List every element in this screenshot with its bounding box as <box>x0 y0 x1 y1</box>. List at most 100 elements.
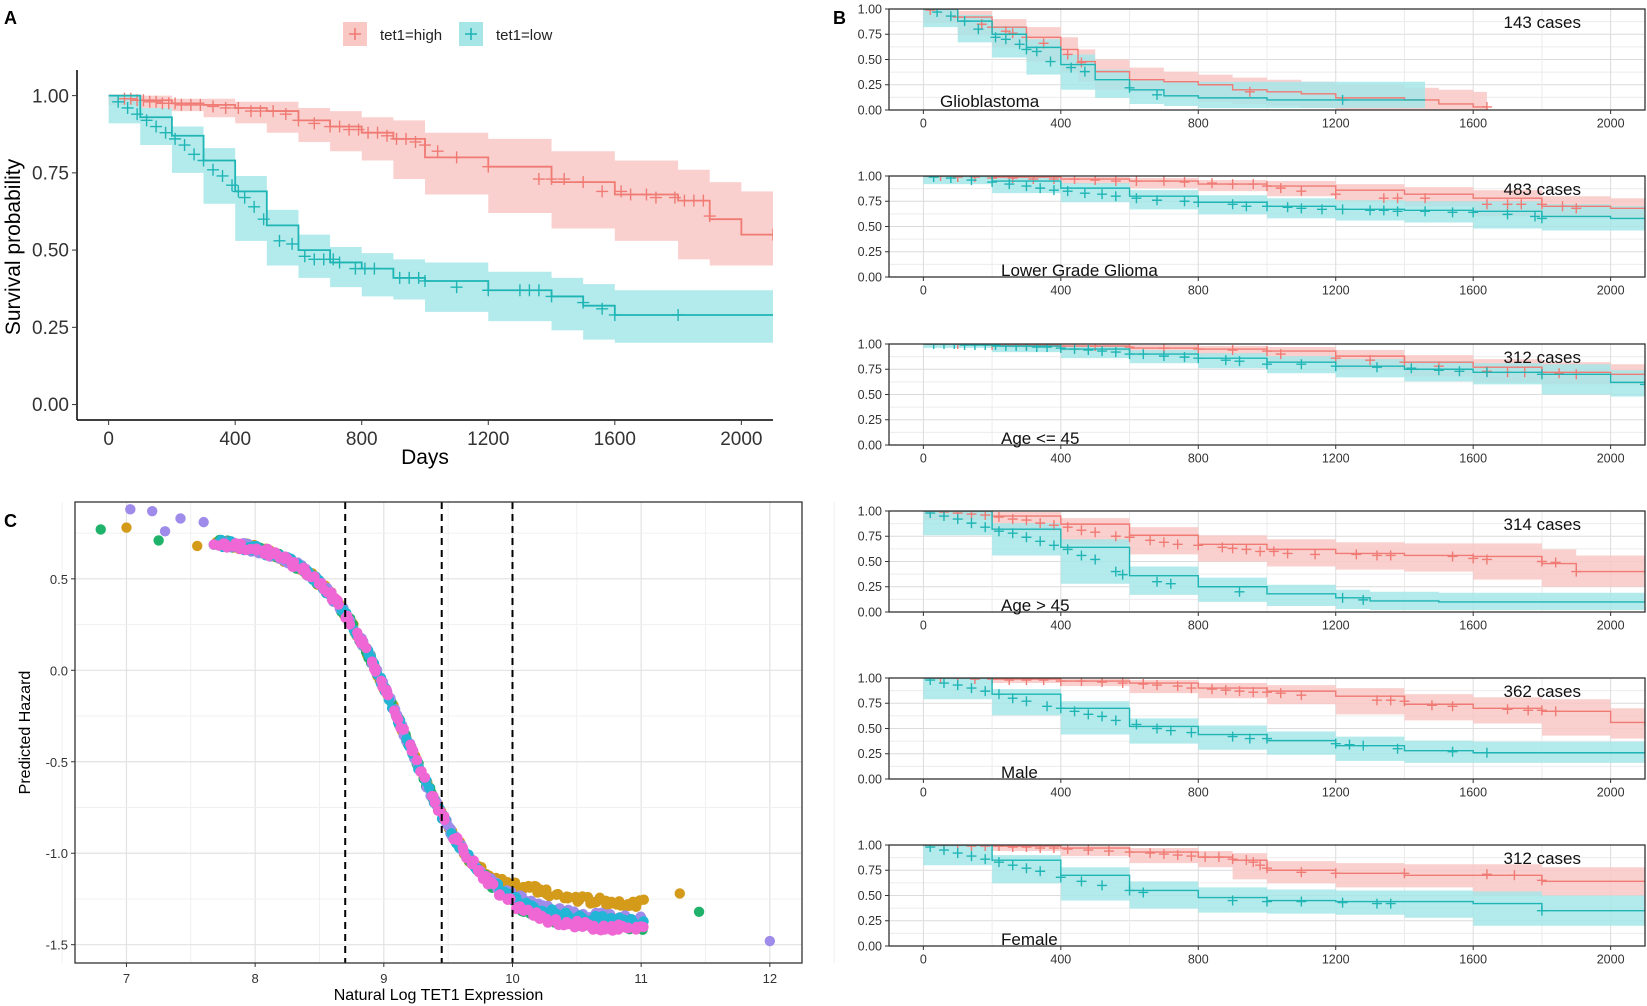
hazard-scatter-plot: 0.5 0.0 -0.5 -1.0 -1.5 7 8 9 10 11 12 Natural Log T… <box>17 501 835 1004</box>
y-tick-label: 0.00 <box>858 270 882 284</box>
censor-mark-high <box>279 108 292 121</box>
scatter-point <box>271 548 282 560</box>
censor-mark-low <box>1117 569 1128 580</box>
censor-mark-high <box>450 151 463 164</box>
censor-mark-low <box>1193 353 1204 364</box>
censor-mark-high <box>1509 870 1520 881</box>
censor-mark-high <box>1385 695 1396 706</box>
x-tick-label: 0 <box>920 953 927 967</box>
censor-mark-high <box>1481 869 1492 880</box>
censor-mark-low <box>980 854 991 865</box>
x-tick-label: 8 <box>252 971 259 986</box>
censor-mark-low <box>1097 880 1108 891</box>
censor-mark-low <box>333 256 346 269</box>
censor-mark-high <box>1076 525 1087 536</box>
censor-mark-low <box>952 680 963 691</box>
censor-mark-high <box>1007 845 1018 853</box>
censor-mark-high <box>219 101 232 114</box>
censor-mark-low <box>1055 872 1066 883</box>
scatter-point <box>638 921 649 933</box>
censor-mark-high <box>292 114 305 127</box>
censor-mark-low <box>1454 366 1465 377</box>
x-axis-title: Days <box>401 446 449 469</box>
censor-mark-high <box>1038 678 1049 686</box>
subgroup-label: Lower Grade Glioma <box>1001 261 1158 280</box>
censor-mark-low <box>980 686 991 697</box>
censor-mark-low <box>1083 709 1094 720</box>
censor-mark-low <box>419 274 431 287</box>
censor-mark-high <box>1536 199 1547 210</box>
censor-mark-high <box>1103 846 1114 857</box>
censor-mark-high <box>1557 201 1568 212</box>
censor-mark-low <box>532 284 545 297</box>
censor-mark-low <box>1227 731 1238 742</box>
censor-mark-low <box>1000 344 1011 352</box>
scatter-point <box>623 922 634 933</box>
ci-band-high <box>108 95 773 266</box>
censor-mark-low <box>1282 202 1293 213</box>
y-tick-label: 0.25 <box>858 914 882 928</box>
censor-mark-high <box>1007 28 1018 39</box>
censor-mark-low <box>1406 363 1417 374</box>
censor-mark-low <box>1110 715 1121 726</box>
scatter-points <box>95 504 776 947</box>
censor-mark-low <box>226 179 239 192</box>
censor-mark-low <box>159 126 172 139</box>
grid <box>61 502 835 963</box>
censor-mark-high <box>1048 845 1059 854</box>
censor-mark-high <box>1481 199 1492 210</box>
censor-mark-low <box>672 308 685 321</box>
censor-mark-low <box>150 120 163 133</box>
scatter-point <box>344 619 356 630</box>
censor-mark-high <box>966 845 977 852</box>
censor-mark-low <box>1447 746 1458 757</box>
x-tick-label: 0 <box>920 284 927 298</box>
censor-mark-low <box>969 344 980 351</box>
censor-mark-high <box>640 188 653 201</box>
censor-mark-high <box>1193 344 1204 355</box>
censor-mark-low <box>1296 359 1307 370</box>
case-count: 143 cases <box>1504 13 1582 32</box>
y-tick-label: 0.75 <box>858 28 882 42</box>
x-tick-label: 800 <box>1188 117 1209 131</box>
censor-mark-high <box>993 512 1004 523</box>
scatter-point <box>159 526 171 537</box>
ci-band-low <box>923 511 1645 610</box>
censor-mark-high <box>1275 349 1286 360</box>
censor-mark-low <box>169 132 182 145</box>
censor-mark-low <box>1124 349 1135 360</box>
censor-mark-high <box>1241 855 1252 866</box>
x-tick-label: 800 <box>1188 619 1209 633</box>
censor-mark-low <box>1536 905 1547 916</box>
censor-mark-high <box>1062 845 1073 855</box>
x-tick-label: 1600 <box>1459 284 1487 298</box>
x-tick-label: 800 <box>1188 953 1209 967</box>
scatter-point <box>95 524 106 535</box>
censor-mark-low <box>952 848 963 859</box>
censor-mark-high <box>1007 514 1018 525</box>
censor-mark-low <box>1296 896 1307 907</box>
censor-mark-low <box>1097 346 1108 357</box>
censor-mark-high <box>532 173 545 186</box>
censor-mark-low <box>1097 189 1108 200</box>
censor-mark-high <box>1392 193 1403 204</box>
subgroup-label: Age <= 45 <box>1001 429 1079 448</box>
ci-band-low <box>108 95 773 343</box>
censor-mark-high <box>1378 193 1389 204</box>
x-tick-label: 1200 <box>1322 117 1350 131</box>
censor-mark-low <box>412 271 425 284</box>
y-tick-label: 0.25 <box>858 747 882 761</box>
censor-mark-high <box>1048 176 1059 185</box>
censor-mark-low <box>1042 701 1053 712</box>
censor-mark-low <box>966 518 977 529</box>
y-tick-label: 0.75 <box>32 164 69 185</box>
censor-mark-low <box>1066 62 1077 73</box>
y-tick-label: 0.00 <box>858 438 882 452</box>
censor-mark-low <box>197 154 210 167</box>
censor-mark-low <box>1165 578 1176 589</box>
x-tick-label: 400 <box>1050 786 1071 800</box>
censor-mark-high <box>1193 540 1204 551</box>
censor-mark-high <box>1227 345 1238 356</box>
censor-mark-low <box>131 108 144 121</box>
scatter-point <box>398 724 409 735</box>
